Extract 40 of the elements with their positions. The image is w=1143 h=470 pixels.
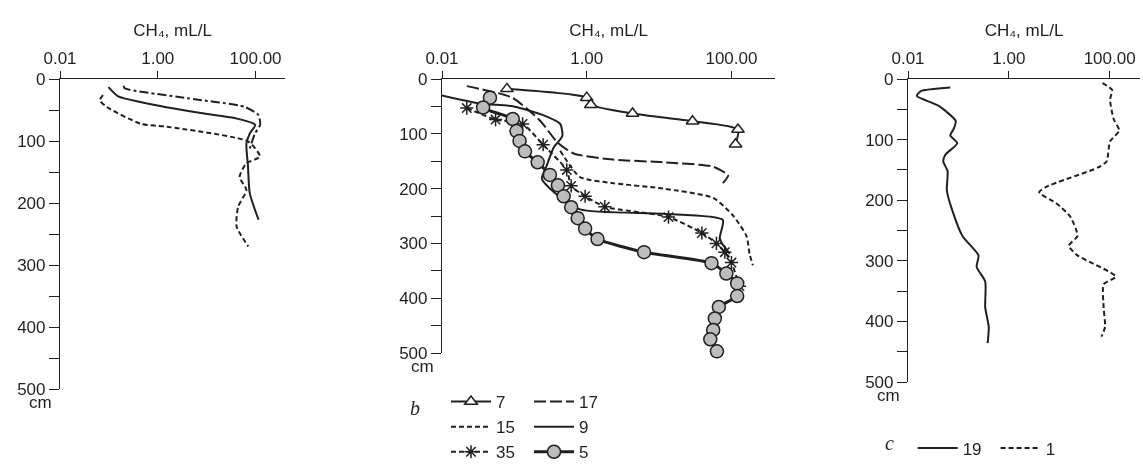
y-tick-label: 400 xyxy=(17,317,46,337)
y-tick-label: 0 xyxy=(36,69,46,89)
x-tick-label: 1.00 xyxy=(141,49,175,69)
y-tick-label: 100 xyxy=(17,131,46,151)
x-axis-title: CH₄, mL/L xyxy=(984,20,1064,40)
y-tick-label: 200 xyxy=(865,191,894,211)
legend-label: 17 xyxy=(579,393,598,413)
x-tick-label: 1.00 xyxy=(992,49,1026,69)
x-tick-label: 0.01 xyxy=(43,49,77,69)
text: c xyxy=(885,432,894,454)
x-tick-label: 100.00 xyxy=(229,49,282,69)
y-tick-label: 500 xyxy=(399,343,428,363)
text: b xyxy=(410,397,420,419)
x-axis-title: CH₄, mL/L xyxy=(569,20,648,40)
x-tick-label: 1.00 xyxy=(570,49,604,69)
y-tick-label: 400 xyxy=(399,289,428,309)
legend-label: 5 xyxy=(579,443,589,463)
legend-label: 15 xyxy=(496,418,515,438)
y-tick-label: 200 xyxy=(17,193,46,213)
x-tick-label: 0.01 xyxy=(891,49,925,69)
legend-label: 1 xyxy=(1045,439,1056,459)
x-tick-label: 100.00 xyxy=(705,49,758,69)
legend-label: 7 xyxy=(496,393,506,413)
y-tick-label: 500 xyxy=(17,379,46,399)
legend-label: 35 xyxy=(496,443,515,463)
y-tick-label: 400 xyxy=(865,312,894,332)
x-tick-label: 100.00 xyxy=(1083,49,1136,69)
x-axis-title: CH₄, mL/L xyxy=(133,20,212,40)
x-tick-label: 0.01 xyxy=(425,49,459,69)
y-tick-label: 500 xyxy=(865,372,894,392)
y-tick-label: 300 xyxy=(17,255,46,275)
y-tick-label: 300 xyxy=(399,234,428,254)
y-tick-label: 100 xyxy=(399,124,428,144)
y-tick-label: 0 xyxy=(884,69,894,89)
y-tick-label: 200 xyxy=(399,179,428,199)
y-tick-label: 0 xyxy=(418,69,428,89)
legend-label: 9 xyxy=(579,418,589,438)
y-tick-label: 300 xyxy=(865,251,894,271)
legend-label: 19 xyxy=(962,439,982,459)
y-tick-label: 100 xyxy=(865,130,894,150)
